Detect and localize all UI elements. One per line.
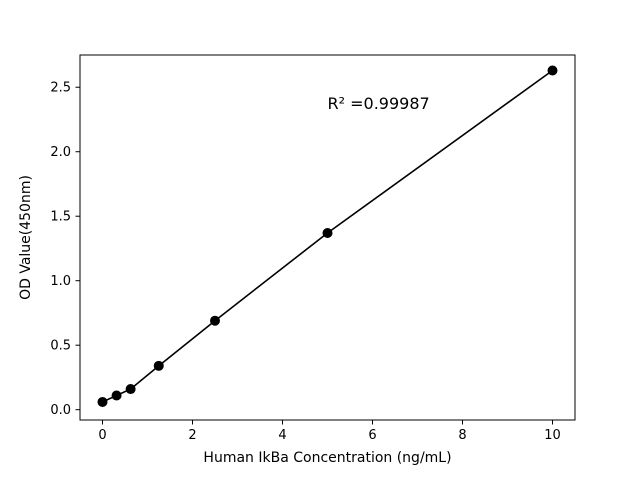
data-point xyxy=(125,384,136,395)
y-axis-label: OD Value(450nm) xyxy=(18,175,34,300)
data-point xyxy=(153,360,164,371)
x-tick-label: 6 xyxy=(368,428,376,443)
x-axis-label: Human IkBa Concentration (ng/mL) xyxy=(203,450,451,466)
y-tick-label: 1.0 xyxy=(50,274,71,289)
x-tick-label: 8 xyxy=(458,428,466,443)
annotation-r-squared: R² =0.99987 xyxy=(328,94,430,113)
y-tick-label: 0.5 xyxy=(50,339,71,354)
x-tick-label: 4 xyxy=(278,428,286,443)
data-point xyxy=(111,390,122,401)
y-tick-label: 1.5 xyxy=(50,210,71,225)
plot-border xyxy=(79,54,576,421)
y-tick-label: 2.5 xyxy=(50,81,71,96)
y-tick-label: 0.0 xyxy=(50,403,71,418)
data-point xyxy=(322,227,333,238)
data-point xyxy=(97,396,108,407)
x-tick-label: 2 xyxy=(188,428,196,443)
y-tick-label: 2.0 xyxy=(50,145,71,160)
x-tick-label: 0 xyxy=(98,428,106,443)
data-point xyxy=(210,315,220,326)
x-tick-label: 10 xyxy=(544,428,561,443)
data-point xyxy=(547,65,558,76)
